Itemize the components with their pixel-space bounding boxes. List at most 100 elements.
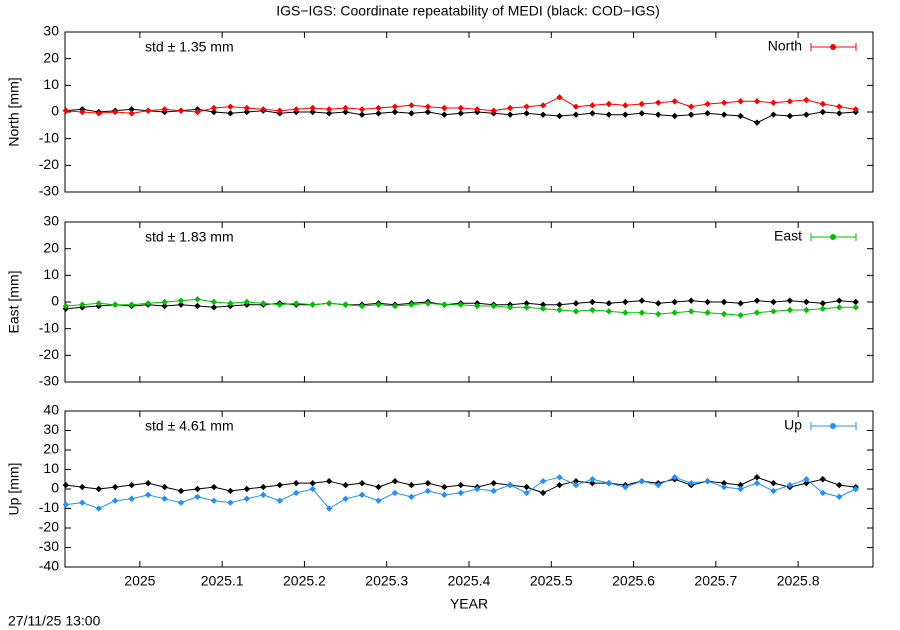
data-point [309, 485, 316, 493]
data-point [638, 309, 645, 316]
data-point [605, 308, 613, 315]
data-point [424, 103, 432, 110]
data-point [539, 111, 547, 118]
data-point [803, 479, 810, 487]
data-point [819, 489, 827, 497]
data-point [605, 100, 613, 108]
y-tick-label: 20 [43, 239, 59, 255]
data-point [79, 108, 86, 116]
data-point [671, 98, 678, 105]
data-point [227, 110, 234, 117]
timestamp: 27/11/25 13:00 [8, 613, 101, 629]
data-point [161, 298, 168, 306]
data-point [95, 300, 102, 307]
data-point [62, 481, 70, 489]
data-point [161, 302, 168, 310]
annotation: std ± 1.35 mm [145, 39, 234, 55]
data-point [210, 108, 218, 116]
data-point [260, 483, 267, 491]
data-point [276, 497, 283, 504]
data-point [622, 102, 629, 109]
data-point [457, 110, 464, 117]
data-point [375, 497, 382, 504]
data-point [720, 298, 728, 306]
data-point [622, 298, 629, 306]
data-point [408, 110, 415, 117]
y-tick-label: 40 [43, 402, 59, 418]
data-point [293, 489, 300, 497]
data-point [753, 474, 761, 481]
y-axis-label: East [mm] [6, 270, 22, 333]
y-tick-label: 10 [43, 266, 59, 282]
data-point [441, 483, 448, 491]
data-point [161, 495, 168, 502]
data-point [358, 111, 366, 118]
data-point [79, 499, 86, 506]
data-point [786, 297, 794, 304]
data-point [589, 306, 596, 314]
data-point [177, 487, 185, 495]
data-point [490, 487, 497, 495]
y-tick-label: -40 [39, 558, 59, 574]
data-point [704, 309, 711, 316]
data-point [424, 300, 432, 307]
data-point [655, 99, 662, 106]
data-point [737, 485, 744, 493]
data-point [161, 483, 168, 491]
data-point [95, 505, 102, 512]
y-tick-label: -30 [39, 183, 59, 199]
data-point [572, 308, 580, 315]
y-tick-label: 20 [43, 49, 59, 65]
data-point [523, 483, 530, 491]
data-point [836, 481, 843, 489]
data-point [441, 301, 448, 308]
data-point [441, 104, 448, 112]
data-point [293, 479, 300, 487]
data-point [457, 481, 464, 489]
data-point [539, 478, 547, 485]
data-point [539, 305, 547, 312]
data-point [770, 298, 777, 306]
data-point [539, 301, 547, 308]
data-point [194, 108, 201, 116]
annotation: std ± 4.61 mm [145, 418, 234, 434]
y-tick-label: -20 [39, 156, 59, 172]
data-point [325, 300, 333, 307]
y-axis-label: North [mm] [6, 77, 22, 146]
data-point [342, 301, 349, 308]
data-point [539, 489, 547, 497]
data-point [720, 483, 728, 491]
data-point [704, 298, 711, 306]
data-point [589, 476, 596, 483]
data-point [753, 479, 761, 487]
data-point [342, 108, 349, 116]
data-point [506, 104, 514, 112]
data-point [227, 499, 234, 506]
data-point [128, 481, 135, 489]
data-point [506, 304, 514, 311]
data-point [227, 300, 234, 307]
data-point [572, 103, 580, 110]
data-point [622, 309, 629, 316]
data-point [638, 100, 645, 108]
legend-swatch [830, 44, 836, 50]
data-point [556, 301, 563, 308]
data-point [753, 297, 761, 304]
data-point [506, 111, 514, 118]
data-point [836, 297, 843, 304]
data-point [803, 111, 810, 118]
data-point [753, 98, 761, 105]
data-point [490, 107, 497, 114]
data-point [638, 297, 645, 304]
data-point [260, 491, 267, 499]
data-point [687, 111, 695, 118]
data-point [408, 102, 415, 109]
data-point [556, 112, 563, 120]
data-point [424, 108, 432, 116]
data-point [358, 302, 366, 310]
data-point [572, 481, 580, 489]
data-point [210, 304, 218, 311]
data-point [687, 297, 695, 304]
y-tick-label: -20 [39, 346, 59, 362]
data-point [408, 493, 415, 500]
